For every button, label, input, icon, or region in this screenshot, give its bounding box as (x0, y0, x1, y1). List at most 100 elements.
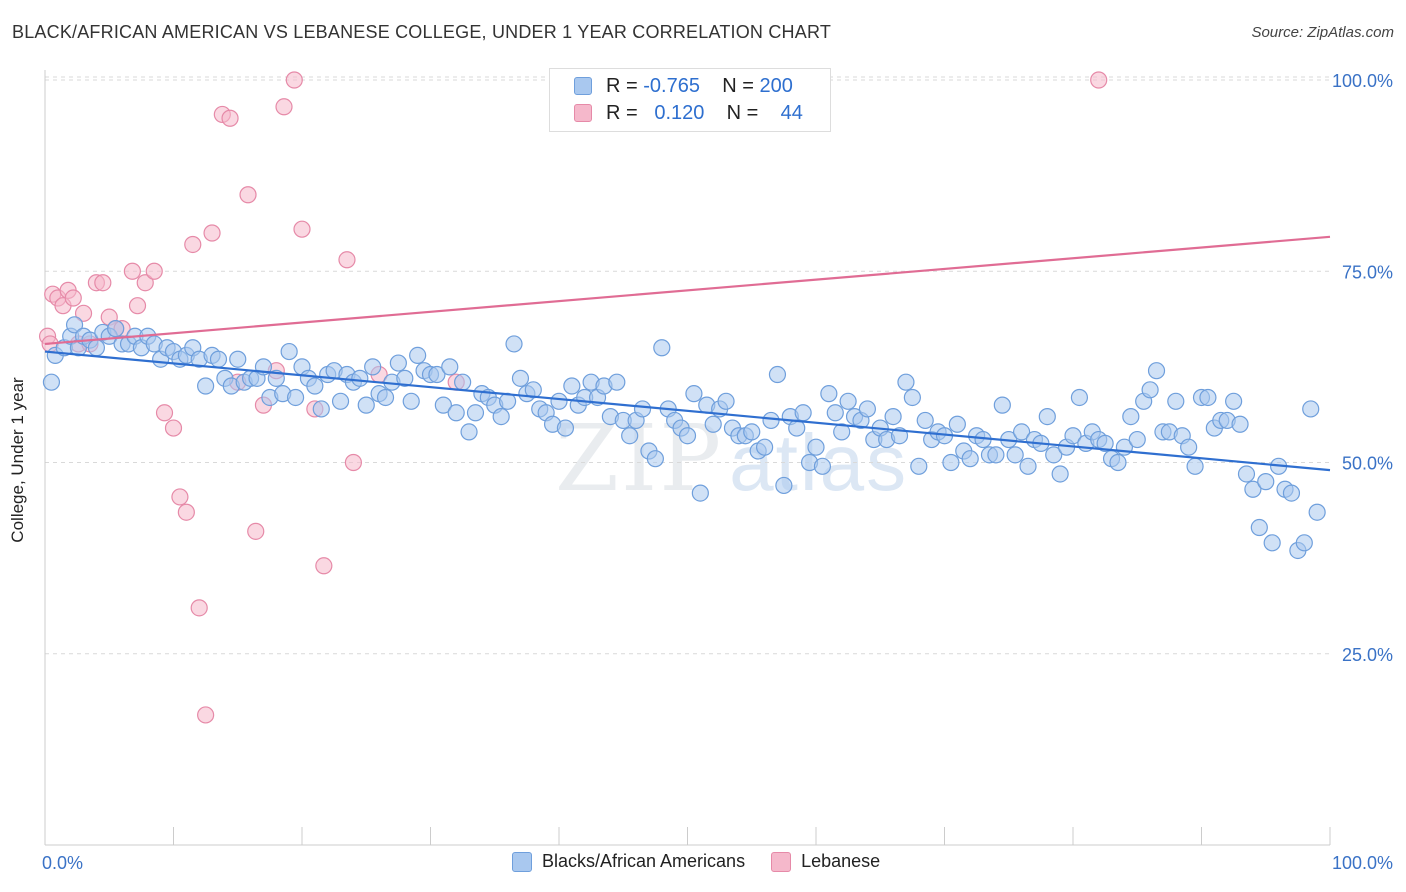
blacks-point (1038, 408, 1056, 426)
blacks-point (794, 404, 812, 422)
legend-n-value: 200 (759, 74, 793, 97)
blacks-point (1199, 388, 1217, 407)
lebanese-point (136, 274, 154, 292)
blacks-point (1308, 503, 1326, 521)
lebanese-point (1090, 71, 1108, 89)
pink-swatch-icon (574, 104, 592, 122)
lebanese-point (247, 522, 265, 540)
blacks-point (678, 427, 697, 445)
blacks-point (396, 369, 414, 387)
lebanese-point (315, 557, 333, 575)
blacks-point (813, 457, 832, 475)
blacks-point (441, 358, 459, 376)
blacks-point (1257, 473, 1275, 491)
blacks-point (563, 377, 581, 395)
blacks-point (1231, 415, 1249, 433)
blacks-point (916, 411, 934, 430)
blacks-point (1282, 484, 1301, 502)
lebanese-point (344, 453, 362, 472)
blacks-point (286, 388, 305, 407)
blacks-point (1167, 392, 1185, 410)
blacks-point (653, 339, 671, 357)
blacks-point (454, 373, 472, 391)
blacks-point (621, 427, 639, 445)
blacks-point (839, 392, 857, 410)
legend-item-label: Blacks/African Americans (542, 851, 746, 871)
blacks-point (197, 377, 215, 395)
blacks-point (897, 373, 915, 391)
blacks-point (107, 320, 125, 338)
blacks-point (1147, 362, 1166, 380)
blacks-point (691, 484, 709, 502)
lebanese-trend-line (44, 235, 1331, 346)
lebanese-point (128, 297, 147, 315)
blacks-point (428, 365, 446, 384)
blacks-point (1180, 438, 1198, 456)
legend-r-label: R = (606, 74, 638, 97)
x-tick-label: 0.0% (42, 853, 83, 873)
y-tick-label: 50.0% (1342, 454, 1393, 474)
lebanese-point (155, 404, 174, 422)
blacks-point (447, 404, 465, 422)
blacks-point (910, 457, 928, 475)
lebanese-points (38, 71, 1108, 724)
blacks-point (1070, 388, 1089, 407)
source-credit[interactable]: Source: ZipAtlas.com (1251, 24, 1394, 41)
blacks-point (42, 373, 61, 391)
blacks-point (833, 423, 851, 441)
blacks-point (1122, 408, 1140, 426)
y-tick-label: 75.0% (1342, 262, 1393, 282)
trend-lines (44, 235, 1331, 472)
lebanese-point (64, 289, 82, 307)
legend-r-value: 0.120 (654, 101, 705, 124)
blacks-point (434, 396, 452, 414)
legend-item-blacks[interactable]: Blacks/African Americans (512, 851, 745, 872)
blacks-point (1096, 434, 1114, 452)
blacks-point (1295, 534, 1313, 552)
blacks-point (685, 385, 703, 403)
blacks-point (1302, 400, 1320, 418)
blacks-point (807, 438, 825, 456)
x-tick-label: 100.0% (1332, 853, 1393, 873)
tick-labels: 25.0% 50.0% 75.0% 100.0% 0.0% 100.0% (42, 71, 1393, 873)
blacks-point (646, 450, 664, 468)
blacks-point (209, 350, 228, 368)
legend-r-label: R = (606, 101, 638, 124)
lebanese-point (293, 220, 311, 238)
lebanese-point (275, 98, 293, 116)
legend-item-label: Lebanese (801, 851, 881, 871)
blacks-point (1045, 446, 1063, 464)
blacks-point (608, 373, 626, 391)
lebanese-point (171, 488, 189, 506)
blacks-point (1250, 518, 1268, 537)
blacks-point (466, 404, 485, 422)
lebanese-point (190, 599, 208, 617)
blacks-point (993, 396, 1011, 414)
lebanese-point (239, 186, 257, 204)
lebanese-point (203, 224, 221, 242)
lebanese-point (177, 503, 195, 521)
blacks-point (511, 369, 530, 387)
chart-title: BLACK/AFRICAN AMERICAN VS LEBANESE COLLE… (12, 22, 832, 42)
blacks-point (351, 369, 369, 387)
lebanese-point (338, 251, 356, 269)
lebanese-point (221, 109, 239, 127)
legend-row-lebanese: R = 0.120 N = 44 (574, 100, 803, 126)
legend-item-lebanese[interactable]: Lebanese (771, 851, 880, 872)
blacks-point (312, 400, 330, 418)
blacks-point (858, 400, 877, 418)
blacks-point (402, 392, 420, 410)
blacks-point (1141, 381, 1159, 399)
blacks-point (1244, 480, 1262, 498)
lebanese-point (285, 71, 303, 89)
lebanese-point (184, 235, 202, 254)
blacks-point (768, 365, 787, 384)
axes (44, 70, 1331, 846)
lebanese-point (197, 706, 215, 724)
blacks-trend-line (44, 350, 1331, 472)
legend-n-label: N = (726, 101, 759, 124)
y-tick-label: 25.0% (1342, 645, 1393, 665)
blacks-point (229, 350, 247, 368)
blacks-point (1237, 465, 1256, 483)
